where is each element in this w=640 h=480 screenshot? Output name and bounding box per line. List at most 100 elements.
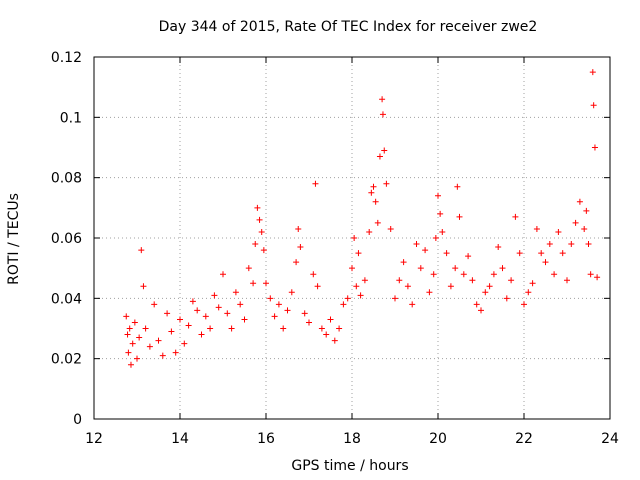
- data-point: [478, 307, 484, 314]
- data-point: [581, 225, 588, 232]
- data-point: [379, 111, 386, 118]
- data-point: [437, 210, 444, 217]
- data-point: [134, 355, 140, 362]
- data-point: [564, 277, 570, 284]
- data-point: [159, 352, 166, 359]
- y-tick-label: 0.02: [51, 352, 82, 368]
- data-point: [263, 280, 269, 287]
- data-point: [508, 277, 515, 284]
- data-point: [293, 259, 300, 266]
- data-point: [585, 241, 592, 248]
- data-point: [301, 310, 308, 317]
- y-tick-label: 0.06: [51, 231, 82, 247]
- data-point: [589, 69, 596, 76]
- data-point: [306, 319, 312, 326]
- y-tick-label: 0.08: [51, 171, 82, 187]
- data-point: [344, 295, 351, 302]
- data-point: [413, 241, 420, 248]
- data-point: [295, 225, 302, 232]
- data-point: [136, 334, 143, 341]
- data-point: [456, 213, 463, 220]
- data-point: [198, 331, 205, 338]
- data-point: [404, 283, 411, 290]
- data-point: [164, 310, 171, 317]
- data-point: [542, 259, 549, 266]
- data-point: [473, 301, 480, 308]
- data-point: [503, 295, 510, 302]
- data-point: [432, 235, 439, 241]
- data-point: [366, 228, 373, 235]
- data-point: [521, 301, 527, 308]
- data-point: [323, 331, 330, 338]
- data-point: [211, 292, 218, 299]
- data-point: [177, 316, 183, 323]
- data-point: [443, 250, 450, 257]
- data-point: [124, 331, 131, 338]
- data-point: [383, 180, 390, 187]
- data-point: [430, 271, 437, 278]
- data-point: [181, 340, 188, 347]
- y-tick-label: 0: [73, 412, 82, 428]
- data-point: [499, 265, 506, 272]
- data-point: [254, 204, 261, 211]
- data-point: [568, 241, 575, 248]
- data-point: [372, 198, 379, 205]
- data-point: [465, 253, 472, 260]
- data-point: [250, 280, 257, 287]
- y-tick-label: 0.04: [51, 291, 82, 307]
- data-point: [340, 301, 347, 308]
- data-point: [486, 283, 493, 290]
- data-point: [146, 343, 153, 350]
- data-point: [138, 247, 145, 254]
- data-point: [417, 265, 424, 272]
- data-point: [587, 271, 594, 278]
- data-point: [275, 301, 282, 308]
- data-point: [331, 337, 338, 344]
- data-point: [140, 283, 147, 290]
- data-point: [327, 316, 334, 323]
- data-point: [318, 325, 325, 332]
- data-point: [355, 250, 362, 257]
- data-point: [583, 207, 590, 214]
- data-point: [538, 250, 545, 257]
- data-point: [495, 244, 502, 251]
- data-point: [591, 144, 598, 151]
- data-point: [189, 298, 196, 305]
- data-point: [168, 328, 175, 335]
- data-point: [185, 322, 192, 329]
- data-point: [555, 228, 562, 235]
- data-point: [551, 271, 558, 278]
- data-point: [312, 180, 319, 187]
- data-point: [284, 307, 291, 314]
- data-point: [336, 325, 343, 332]
- data-point: [576, 198, 583, 205]
- axis-ticks: [93, 56, 611, 420]
- data-point: [172, 349, 179, 356]
- y-tick-labels: 0 0.02 0.04 0.06 0.08 0.1 0.12: [51, 50, 82, 428]
- data-point: [220, 271, 226, 278]
- x-tick-label: 22: [515, 431, 533, 447]
- data-points: [123, 69, 601, 368]
- data-point: [310, 271, 317, 278]
- data-point: [546, 241, 553, 248]
- data-point: [288, 289, 295, 296]
- data-point: [207, 325, 214, 332]
- data-point: [314, 283, 321, 290]
- chart-title: Day 344 of 2015, Rate Of TEC Index for r…: [159, 19, 538, 35]
- data-point: [126, 325, 133, 332]
- data-point: [594, 274, 601, 281]
- data-point: [349, 265, 355, 272]
- data-point: [194, 307, 201, 314]
- data-point: [422, 247, 429, 254]
- x-tick-label: 16: [257, 431, 275, 447]
- data-point: [381, 147, 388, 154]
- x-tick-label: 14: [171, 431, 189, 447]
- data-point: [245, 265, 252, 272]
- data-point: [409, 301, 416, 308]
- data-point: [252, 241, 259, 248]
- x-tick-label: 12: [85, 431, 103, 447]
- data-point: [357, 292, 364, 299]
- y-tick-label: 0.1: [60, 110, 82, 126]
- data-point: [258, 228, 265, 235]
